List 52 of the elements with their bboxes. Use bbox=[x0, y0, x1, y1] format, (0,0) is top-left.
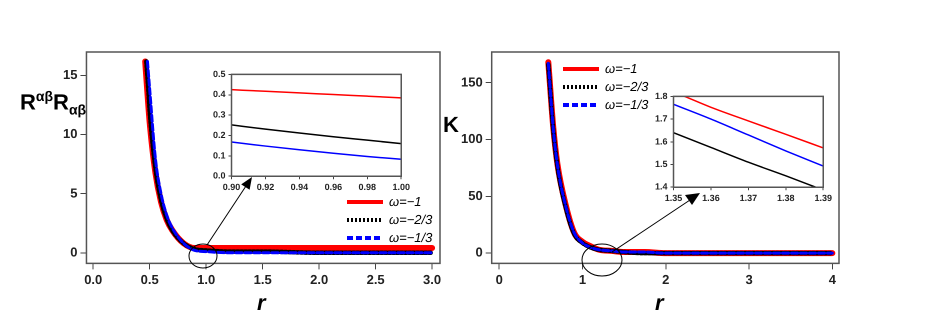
x-tick-label: 1.37 bbox=[740, 193, 758, 204]
x-tick-label: 1.39 bbox=[814, 193, 832, 204]
x-tick-label: 1.35 bbox=[664, 193, 682, 204]
y-tick-label: 1.7 bbox=[654, 114, 668, 124]
y-tick-label: 0.3 bbox=[212, 110, 226, 120]
y-tick-label: 0.0 bbox=[212, 170, 226, 181]
y-tick-label: 0.4 bbox=[212, 89, 226, 100]
x-tick-label: 0.0 bbox=[84, 272, 102, 287]
x-tick-label: 0 bbox=[496, 272, 503, 287]
x-tick-label: 1 bbox=[578, 272, 586, 287]
y-tick-label: 15 bbox=[62, 67, 78, 82]
x-tick-label: 3 bbox=[745, 272, 753, 287]
y-tick-label: 10 bbox=[62, 126, 78, 142]
legend-label: ω=−2/3 bbox=[389, 211, 432, 229]
x-tick-label: 3.0 bbox=[423, 272, 442, 287]
y-tick-label: 1.6 bbox=[654, 136, 668, 146]
y-tick-label: 0 bbox=[475, 244, 483, 260]
y-tick-label: 5 bbox=[70, 185, 78, 200]
y-tick-label: 0.2 bbox=[212, 130, 226, 140]
legend-label: ω=−1 bbox=[605, 60, 638, 78]
x-tick-label: 0.94 bbox=[290, 182, 308, 192]
x-tick-label: 4 bbox=[828, 272, 837, 287]
y-tick-label: 0.1 bbox=[212, 150, 226, 160]
x-tick-label: 2.0 bbox=[310, 272, 328, 287]
legend-label: ω=−1 bbox=[389, 193, 422, 211]
x-tick-label: 0.98 bbox=[358, 182, 376, 192]
x-tick-label: 1.00 bbox=[392, 182, 410, 192]
y-tick-label: 100 bbox=[460, 131, 483, 146]
y-tick-label: 1.8 bbox=[654, 90, 668, 101]
x-tick-label: 0.90 bbox=[222, 182, 240, 192]
legend-label: ω=−1/3 bbox=[605, 96, 648, 114]
x-tick-label: 2.5 bbox=[366, 272, 385, 287]
y-tick-label: 150 bbox=[460, 74, 483, 90]
y-tick-label: 1.4 bbox=[654, 182, 668, 192]
y-tick-label: 50 bbox=[468, 188, 483, 203]
x-tick-label: 1.38 bbox=[777, 193, 795, 204]
y-axis-title: R$^{αβ}$R$_{αβ}$ bbox=[20, 88, 86, 118]
legend-label: ω=−1/3 bbox=[389, 229, 432, 247]
x-axis-title: r bbox=[257, 290, 266, 316]
x-tick-label: 1.5 bbox=[254, 272, 272, 287]
x-tick-label: 0.5 bbox=[140, 272, 159, 287]
x-axis-title: r bbox=[655, 290, 664, 316]
x-tick-label: 0.96 bbox=[324, 182, 342, 192]
legend-label: ω=−2/3 bbox=[605, 78, 648, 96]
x-tick-label: 1.36 bbox=[702, 193, 720, 204]
y-tick-label: 0.5 bbox=[212, 68, 226, 79]
y-tick-label: 1.5 bbox=[654, 158, 668, 169]
x-tick-label: 0.92 bbox=[256, 182, 274, 192]
y-axis-title: K bbox=[443, 112, 459, 138]
y-tick-label: 0 bbox=[70, 244, 78, 260]
x-tick-label: 2 bbox=[662, 272, 670, 287]
x-tick-label: 1.0 bbox=[197, 272, 216, 287]
